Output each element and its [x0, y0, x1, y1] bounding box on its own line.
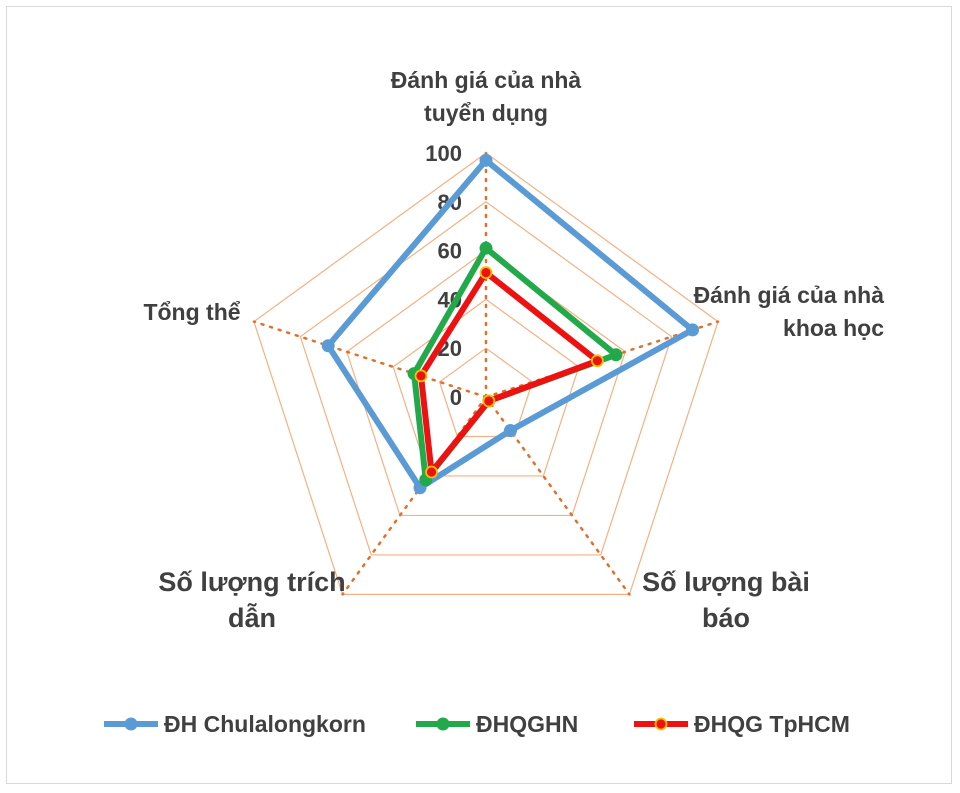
grid-ring — [346, 249, 626, 517]
tick-label: 60 — [438, 239, 462, 264]
data-point — [479, 241, 493, 255]
legend-label: ĐHQG TpHCM — [694, 711, 850, 737]
data-point — [686, 323, 700, 337]
legend-label: ĐHQGHN — [476, 711, 578, 737]
data-point — [482, 394, 496, 408]
series-đhqg-tphcm — [414, 266, 604, 479]
tick-label: 0 — [450, 385, 462, 410]
data-point — [609, 348, 623, 362]
data-point — [479, 266, 493, 279]
data-point — [503, 424, 517, 438]
data-point — [425, 465, 438, 479]
radar-series — [321, 153, 700, 495]
grid-ring — [392, 298, 580, 477]
radar-axis-labels: Đánh giá của nhà tuyển dụng Đánh giá của n… — [143, 67, 884, 633]
grid-ring — [438, 347, 534, 438]
axis-label: Tổng thể — [143, 299, 240, 325]
chart-legend: ĐH Chulalongkorn ĐHQGHN ĐHQG TpHCM — [104, 711, 850, 737]
legend-item: ĐHQG TpHCM — [634, 711, 850, 737]
radar-spokes — [252, 151, 720, 596]
series-line — [418, 269, 601, 476]
legend-item: ĐH Chulalongkorn — [104, 711, 366, 737]
axis-label: Đánh giá của nhà tuyển dụng — [391, 67, 582, 126]
axis-label: Số lượng bài báo — [642, 567, 810, 633]
data-point — [479, 153, 493, 167]
data-point — [321, 339, 335, 353]
radar-grid — [253, 152, 719, 596]
axis-label: Đánh giá của nhà khoa học — [694, 282, 885, 341]
series-line — [325, 157, 696, 491]
legend-label: ĐH Chulalongkorn — [164, 711, 366, 737]
axis-label: Số lượng trích dẫn — [158, 567, 345, 633]
legend-item: ĐHQGHN — [416, 711, 578, 737]
data-point — [590, 354, 604, 368]
series-đh-chulalongkorn — [321, 153, 700, 495]
chart-frame — [6, 6, 952, 784]
legend-marker — [436, 717, 450, 731]
legend-marker — [124, 717, 138, 731]
tick-label: 100 — [425, 141, 462, 166]
grid-ring — [253, 152, 719, 596]
legend-marker — [654, 717, 668, 731]
data-point — [414, 369, 428, 383]
grid-ring — [299, 201, 673, 556]
